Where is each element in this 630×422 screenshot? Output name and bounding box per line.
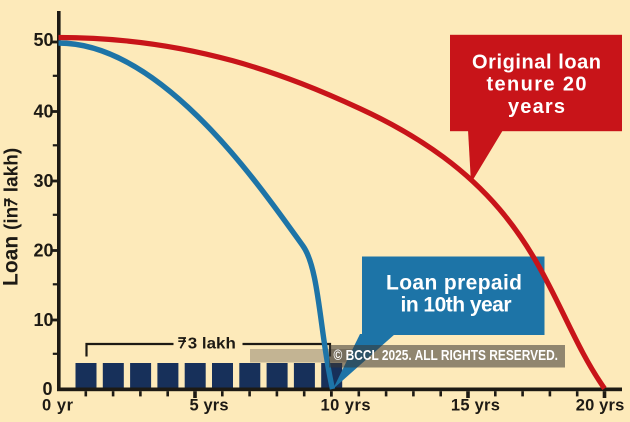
svg-text:3 lakh: 3 lakh (188, 335, 236, 352)
svg-text:40: 40 (33, 102, 53, 122)
svg-text:5 yrs: 5 yrs (190, 397, 229, 415)
svg-text:in 10th year: in 10th year (401, 294, 512, 317)
svg-text:Loan (in: Loan (in (0, 207, 23, 286)
svg-text:© BCCL 2025. ALL RIGHTS RESERV: © BCCL 2025. ALL RIGHTS RESERVED. (334, 348, 559, 364)
svg-text:20 yrs: 20 yrs (576, 397, 625, 415)
svg-text:Original loan: Original loan (472, 51, 601, 73)
svg-text:0 yr: 0 yr (42, 397, 74, 415)
svg-text:50: 50 (33, 30, 53, 50)
svg-text:years: years (508, 96, 565, 118)
svg-text:0: 0 (42, 379, 52, 399)
svg-text:lakh): lakh) (2, 148, 23, 192)
svg-text:10: 10 (33, 310, 53, 330)
svg-text:30: 30 (33, 171, 53, 191)
svg-text:20: 20 (33, 241, 53, 261)
svg-text:15 yrs: 15 yrs (451, 397, 500, 415)
svg-text:10 yrs: 10 yrs (321, 397, 371, 415)
svg-text:Loan prepaid: Loan prepaid (386, 272, 522, 295)
svg-text:tenure 20: tenure 20 (487, 74, 587, 96)
